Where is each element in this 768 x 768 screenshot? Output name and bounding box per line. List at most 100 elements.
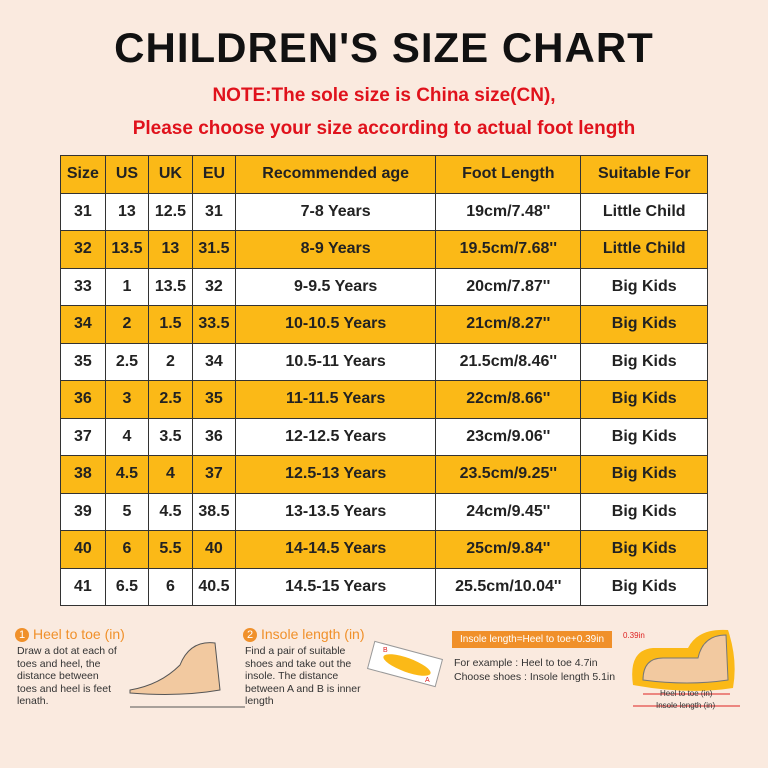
- table-cell: 13: [104, 192, 150, 231]
- table-cell: 13.5: [148, 267, 193, 306]
- table-cell: 1.5: [148, 305, 193, 344]
- step-line: insole. The distance: [245, 670, 339, 682]
- insole: [383, 654, 431, 676]
- table-cell: 32: [191, 267, 237, 306]
- table-cell: 19cm/7.48'': [435, 192, 582, 231]
- step-title: Insole length (in): [261, 626, 365, 642]
- table-cell: 12.5-13 Years: [235, 455, 437, 494]
- table-cell: 6.5: [104, 567, 150, 606]
- table-cell: Big Kids: [580, 567, 708, 606]
- table-cell: 3: [104, 380, 150, 419]
- header-cell: Foot Length: [435, 155, 582, 194]
- table-cell: 31.5: [191, 230, 237, 269]
- table-cell: 40: [60, 530, 106, 569]
- table-cell: 38.5: [191, 492, 237, 531]
- step-number: 1: [15, 628, 29, 642]
- table-cell: 2.5: [148, 380, 193, 419]
- table-cell: 1: [104, 267, 150, 306]
- table-cell: 39: [60, 492, 106, 531]
- shoe-diagram: 0.39in Heel to toe (in) Insole length (i…: [623, 629, 740, 710]
- size-table: Size US UK EU Recommended age Foot Length Suit…: [60, 155, 708, 606]
- table-cell: 24cm/9.45'': [435, 492, 582, 531]
- table-row: 38 4.5 4 37 12.5-13 Years 23.5cm/9.25'' Big Ki…: [60, 455, 708, 494]
- step-line: toes and heel is feet: [17, 682, 111, 695]
- note: NOTE:The sole size is China size(CN),: [212, 85, 556, 106]
- table-cell: 3.5: [148, 417, 193, 456]
- table-row: 31 13 12.5 31 7-8 Years 19cm/7.48'' Little Chi…: [60, 192, 708, 231]
- table-cell: Big Kids: [580, 492, 708, 531]
- table-cell: 5.5: [148, 530, 193, 569]
- table-cell: 25.5cm/10.04'': [435, 567, 582, 606]
- table-cell: 36: [191, 417, 237, 456]
- foot: [642, 634, 729, 684]
- step-text: Draw a dot at each of toes and heel, the d…: [17, 645, 117, 708]
- table-row: 32 13.5 13 31.5 8-9 Years 19.5cm/7.68'' Little…: [60, 230, 708, 269]
- table-cell: 4: [148, 455, 193, 494]
- measure-label: Insole length (in): [656, 701, 715, 710]
- table-cell: Big Kids: [580, 417, 708, 456]
- table-cell: 8-9 Years: [235, 230, 437, 269]
- table-cell: 11-11.5 Years: [235, 380, 437, 419]
- table-row: 33 1 13.5 32 9-9.5 Years 20cm/7.87'' Big Kids: [60, 267, 708, 306]
- table-cell: 13: [148, 230, 193, 269]
- table-cell: 9-9.5 Years: [235, 267, 437, 306]
- table-cell: Big Kids: [580, 267, 708, 306]
- foot-illustration: [129, 642, 245, 708]
- step-line: shoes and take out the: [245, 657, 352, 670]
- table-cell: 36: [60, 380, 106, 419]
- table-cell: 12-12.5 Years: [235, 417, 437, 456]
- table-cell: 32: [60, 230, 106, 269]
- table-cell: Big Kids: [580, 455, 708, 494]
- table-cell: 2.5: [104, 342, 150, 381]
- note: Please choose your size according to act…: [132, 118, 636, 139]
- table-cell: 13-13.5 Years: [235, 492, 437, 531]
- table-cell: 23.5cm/9.25'': [435, 455, 582, 494]
- step-title: Heel to toe (in): [33, 626, 125, 642]
- table-cell: 37: [60, 417, 106, 456]
- gap-label: 0.39in: [623, 631, 645, 640]
- table-cell: 31: [60, 192, 106, 231]
- table-cell: 41: [60, 567, 106, 606]
- table-cell: Big Kids: [580, 380, 708, 419]
- table-row: 40 6 5.5 40 14-14.5 Years 25cm/9.84'' Big Kids: [60, 530, 708, 569]
- table-cell: 14-14.5 Years: [235, 530, 437, 569]
- header-cell: Suitable For: [580, 155, 708, 194]
- header-cell: UK: [148, 155, 193, 194]
- insole-illustration: B A: [366, 640, 444, 688]
- table-cell: 2: [148, 342, 193, 381]
- table-row: 34 2 1.5 33.5 10-10.5 Years 21cm/8.27'' Big Ki…: [60, 305, 708, 344]
- step-line: lenath.: [17, 695, 49, 707]
- table-cell: 21cm/8.27'': [435, 305, 582, 344]
- table-cell: 37: [191, 455, 237, 494]
- step-line: between A and B is inner: [245, 682, 361, 695]
- table-row: 37 4 3.5 36 12-12.5 Years 23cm/9.06'' Big Kids: [60, 417, 708, 456]
- header-row: Size US UK EU Recommended age Foot Length Suit…: [60, 155, 708, 194]
- step-text: Find a pair of suitable shoes and take ou…: [245, 645, 361, 708]
- table-cell: 10-10.5 Years: [235, 305, 437, 344]
- table-row: 39 5 4.5 38.5 13-13.5 Years 24cm/9.45'' Big Ki…: [60, 492, 708, 531]
- table-cell: 6: [104, 530, 150, 569]
- table-cell: Big Kids: [580, 342, 708, 381]
- table-cell: 31: [191, 192, 237, 231]
- table-cell: 4.5: [104, 455, 150, 494]
- step-line: distance between: [17, 670, 99, 682]
- step-heading: 2 Insole length (in): [243, 626, 365, 642]
- table-row: 36 3 2.5 35 11-11.5 Years 22cm/8.66'' Big Kids: [60, 380, 708, 419]
- table-cell: 38: [60, 455, 106, 494]
- step-line: toes and heel, the: [17, 657, 101, 670]
- table-cell: Big Kids: [580, 305, 708, 344]
- example-line: For example : Heel to toe 4.7in: [454, 657, 598, 669]
- table-cell: 13.5: [104, 230, 150, 269]
- table-cell: Little Child: [580, 230, 708, 269]
- foot: [129, 642, 221, 695]
- title: CHILDREN'S SIZE CHART: [114, 24, 654, 71]
- example-line: Choose shoes : Insole length 5.1in: [454, 671, 616, 683]
- table-cell: 23cm/9.06'': [435, 417, 582, 456]
- table-cell: Big Kids: [580, 530, 708, 569]
- formula: Insole length=Heel to toe+0.39in: [452, 631, 612, 648]
- table-cell: 6: [148, 567, 193, 606]
- table-cell: 10.5-11 Years: [235, 342, 437, 381]
- table-row: 41 6.5 6 40.5 14.5-15 Years 25.5cm/10.04'' Big…: [60, 567, 708, 606]
- table-cell: 20cm/7.87'': [435, 267, 582, 306]
- table-cell: 34: [191, 342, 237, 381]
